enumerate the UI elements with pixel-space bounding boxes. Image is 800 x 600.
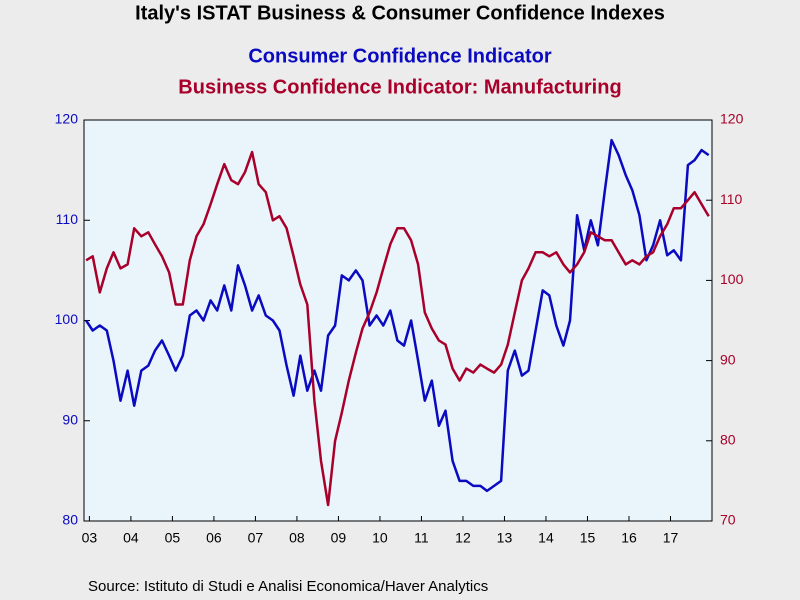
x-tick-label: 05 [165, 530, 181, 546]
x-tick-label: 13 [497, 530, 513, 546]
y2-tick-label: 70 [720, 512, 736, 528]
x-tick-label: 03 [82, 530, 98, 546]
x-tick-label: 04 [123, 530, 139, 546]
series-line [85, 150, 710, 507]
x-tick-label: 10 [372, 530, 388, 546]
y2-tick-label: 80 [720, 432, 736, 448]
x-tick-label: 08 [289, 530, 305, 546]
y2-tick-label: 90 [720, 351, 736, 367]
y2-tick-label: 110 [720, 191, 743, 207]
x-tick-label: 16 [621, 530, 637, 546]
y-tick-label: 80 [62, 512, 78, 528]
legend-label: Consumer Confidence Indicator [248, 45, 552, 67]
x-tick-label: 17 [663, 530, 679, 546]
source-note: Source: Istituto di Studi e Analisi Econ… [88, 578, 488, 595]
x-tick-label: 14 [538, 530, 554, 546]
y-tick-label: 90 [62, 411, 78, 427]
y2-tick-label: 100 [720, 271, 744, 287]
series-line [85, 138, 710, 493]
x-tick-label: 07 [248, 530, 264, 546]
x-tick-label: 06 [206, 530, 222, 546]
plot-area [83, 119, 713, 522]
y-tick-label: 100 [55, 311, 79, 327]
y-tick-label: 110 [56, 211, 79, 227]
x-tick-label: 11 [414, 530, 429, 546]
legend-label: Business Confidence Indicator: Manufactu… [178, 76, 621, 98]
x-tick-label: 09 [331, 530, 347, 546]
x-tick-label: 15 [580, 530, 596, 546]
chart-title: Italy's ISTAT Business & Consumer Confid… [135, 2, 665, 24]
y2-tick-label: 120 [720, 111, 744, 127]
x-tick-label: 12 [455, 530, 471, 546]
y-tick-label: 120 [55, 111, 79, 127]
